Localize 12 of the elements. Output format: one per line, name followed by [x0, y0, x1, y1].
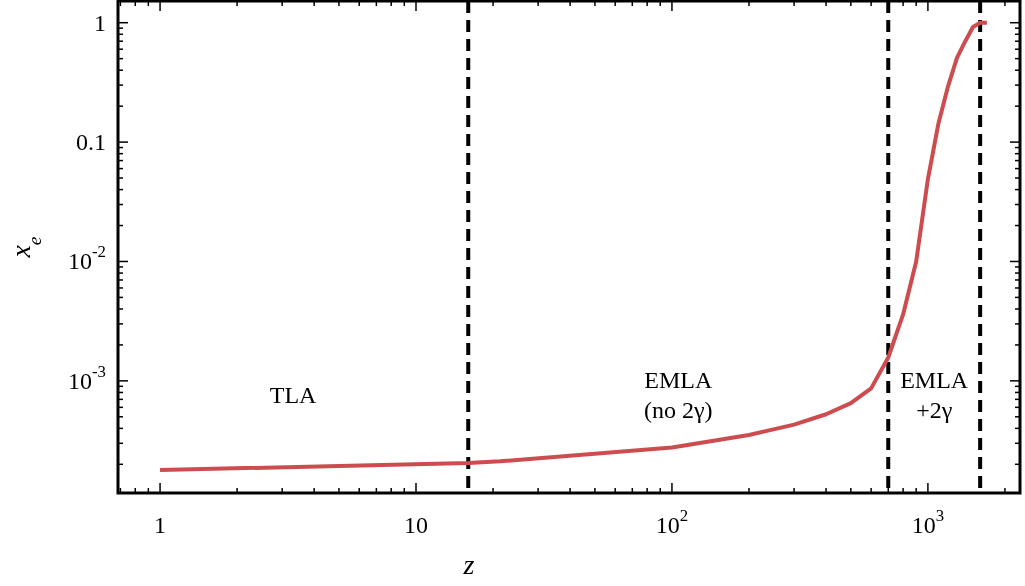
x-tick-label: 10: [404, 512, 428, 538]
y-tick-label: 10$^{-2}$: [68, 242, 106, 275]
annotation: EMLA +2γ: [900, 366, 969, 423]
x-tick-label: 10$^{2}$: [655, 506, 689, 538]
x-tick-label: 10$^{3}$: [911, 506, 945, 538]
annotation: TLA: [269, 381, 318, 408]
y-tick-label: 0.1: [76, 129, 106, 156]
x-tick-label: 1: [154, 512, 167, 538]
x-axis-title: z: [462, 549, 475, 580]
y-tick-label: 1: [94, 9, 106, 36]
y-tick-label: 10$^{-3}$: [68, 361, 106, 394]
annotation: EMLA (no 2γ): [643, 366, 713, 423]
